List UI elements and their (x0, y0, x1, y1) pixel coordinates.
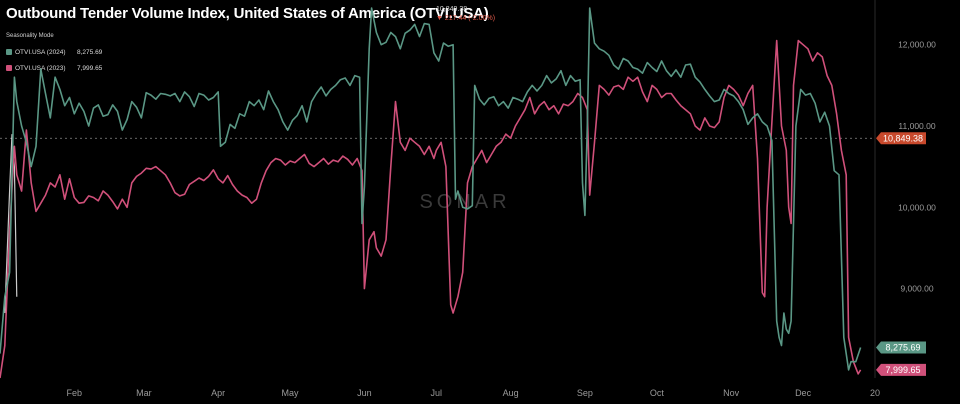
series-line-2023[interactable] (0, 39, 862, 379)
x-tick-label: Feb (67, 388, 83, 398)
sonar-watermark: SONAR (419, 191, 510, 213)
x-tick-label: 20 (870, 388, 880, 398)
headline-change: ▼ 217.44 (-2.00%) (436, 15, 496, 22)
x-tick-label: Jun (357, 388, 372, 398)
legend-series-name: OTVI.USA (2023) (15, 64, 66, 72)
value-tag (876, 132, 926, 145)
chart-title: Outbound Tender Volume Index, United Sta… (6, 5, 489, 22)
x-tick-label: Oct (650, 388, 665, 398)
series-highlight (4, 134, 18, 313)
legend-series-name: OTVI.USA (2024) (15, 48, 66, 56)
x-tick-label: Apr (211, 388, 225, 398)
value-tag (876, 341, 926, 354)
x-tick-label: Nov (723, 388, 740, 398)
y-tick-label: 12,000.00 (898, 40, 936, 50)
headline-readout: 10,849.38 ▼ 217.44 (-2.00%) (436, 5, 495, 23)
value-tag (876, 363, 926, 376)
y-tick-label: 10,000.00 (898, 202, 936, 212)
legend-swatch-2023 (6, 65, 12, 71)
x-tick-label: Mar (136, 388, 152, 398)
legend-item-2023[interactable]: OTVI.USA (2023) 7,999.65 (6, 60, 102, 76)
x-tick-label: Jul (431, 388, 443, 398)
series-line-2024[interactable] (0, 7, 862, 371)
value-tag-label: 8,275.69 (885, 343, 920, 353)
legend-series-last: 8,275.69 (77, 48, 103, 56)
seasonality-mode-label[interactable]: Seasonality Mode (6, 33, 54, 39)
legend-series-last: 7,999.65 (77, 64, 103, 72)
y-tick-label: 9,000.00 (900, 284, 933, 294)
legend: OTVI.USA (2024) 8,275.69 OTVI.USA (2023)… (6, 44, 102, 76)
value-tag-label: 10,849.38 (883, 133, 923, 143)
x-tick-label: Aug (503, 388, 519, 398)
x-tick-label: Dec (795, 388, 812, 398)
legend-swatch-2024 (6, 49, 12, 55)
x-tick-label: Sep (577, 388, 593, 398)
x-tick-label: May (282, 388, 300, 398)
legend-item-2024[interactable]: OTVI.USA (2024) 8,275.69 (6, 44, 102, 60)
value-tag-label: 7,999.65 (885, 365, 920, 375)
y-tick-label: 11,000.00 (898, 121, 935, 131)
headline-value: 10,849.38 (436, 6, 468, 13)
